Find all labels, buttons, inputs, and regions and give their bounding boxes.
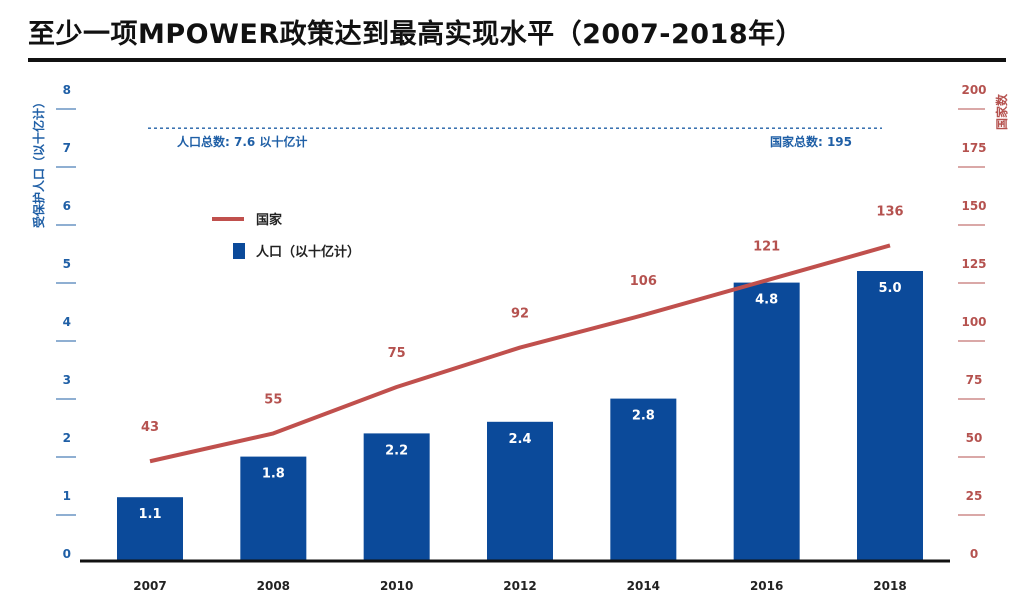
left-tick-label: 0 (63, 547, 71, 561)
bar-value-label: 2.2 (385, 443, 408, 458)
line-value-label: 43 (141, 420, 159, 435)
bar-2007 (117, 497, 183, 561)
bar-value-label: 1.8 (262, 467, 285, 482)
left-tick-label: 6 (63, 199, 71, 213)
bar-series: 1.1 1.8 2.2 2.4 2.8 4.8 5.0 (117, 271, 923, 561)
right-tick-label: 125 (961, 257, 986, 271)
legend-label-population: 人口（以十亿计） (256, 244, 360, 260)
x-tick-label: 2012 (503, 579, 536, 593)
right-tick-label: 100 (961, 315, 986, 329)
x-tick-label: 2014 (627, 579, 660, 593)
bar-2014 (610, 398, 677, 561)
left-tick-label: 8 (63, 83, 71, 97)
legend-label-countries: 国家 (256, 212, 283, 228)
right-tick-label: 75 (966, 373, 983, 387)
reference-label-population: 人口总数: 7.6 以十亿计 (177, 134, 307, 149)
right-tick-label: 50 (966, 431, 983, 445)
bar-value-label: 2.8 (632, 409, 655, 424)
title-underline (28, 58, 1006, 62)
line-value-label: 75 (388, 346, 406, 361)
line-value-label: 106 (630, 274, 657, 289)
x-axis: 2007 2008 2010 2012 2014 2016 2018 (80, 559, 950, 593)
reference-label-countries: 国家总数: 195 (770, 134, 852, 149)
line-value-label: 92 (511, 307, 529, 322)
left-axis: 0 1 2 3 4 5 6 7 8 受保护人口（以十亿计） (31, 83, 76, 561)
right-tick-label: 25 (966, 489, 983, 503)
x-tick-label: 2016 (750, 579, 783, 593)
line-value-label: 136 (876, 204, 903, 219)
bar-2008 (240, 456, 307, 561)
right-axis-title: 国家数 (994, 93, 1009, 130)
left-tick-label: 7 (63, 141, 71, 155)
right-tick-label: 0 (970, 547, 978, 561)
x-tick-label: 2010 (380, 579, 413, 593)
left-axis-title: 受保护人口（以十亿计） (31, 96, 46, 228)
left-tick-label: 4 (63, 315, 71, 329)
x-tick-label: 2008 (257, 579, 290, 593)
x-tick-label: 2018 (873, 579, 906, 593)
right-tick-label: 150 (961, 199, 986, 213)
bar-value-label: 4.8 (755, 293, 778, 308)
right-axis: 0 25 50 75 100 125 150 175 200 国家数 (958, 83, 1009, 561)
legend-bar-swatch (233, 243, 245, 259)
left-tick-label: 5 (63, 257, 71, 271)
bar-value-label: 1.1 (138, 507, 161, 522)
x-tick-label: 2007 (133, 579, 166, 593)
bar-2012 (487, 421, 553, 561)
line-value-label: 121 (753, 239, 780, 254)
bar-2010 (363, 433, 430, 561)
left-tick-label: 1 (63, 489, 71, 503)
line-series: 43 55 75 92 106 121 136 (141, 204, 904, 464)
bar-2018 (857, 271, 923, 561)
right-tick-label: 175 (961, 141, 986, 155)
bar-value-label: 5.0 (878, 281, 901, 296)
bar-value-label: 2.4 (508, 432, 531, 447)
chart-title: 至少一项MPOWER政策达到最高实现水平（2007-2018年） (28, 19, 804, 50)
line-value-label: 55 (264, 392, 282, 407)
total-reference: 人口总数: 7.6 以十亿计 国家总数: 195 (148, 127, 882, 149)
bar-2016 (733, 282, 800, 561)
right-tick-label: 200 (961, 83, 986, 97)
left-tick-label: 2 (63, 431, 71, 445)
left-tick-label: 3 (63, 373, 71, 387)
countries-line (149, 243, 891, 464)
